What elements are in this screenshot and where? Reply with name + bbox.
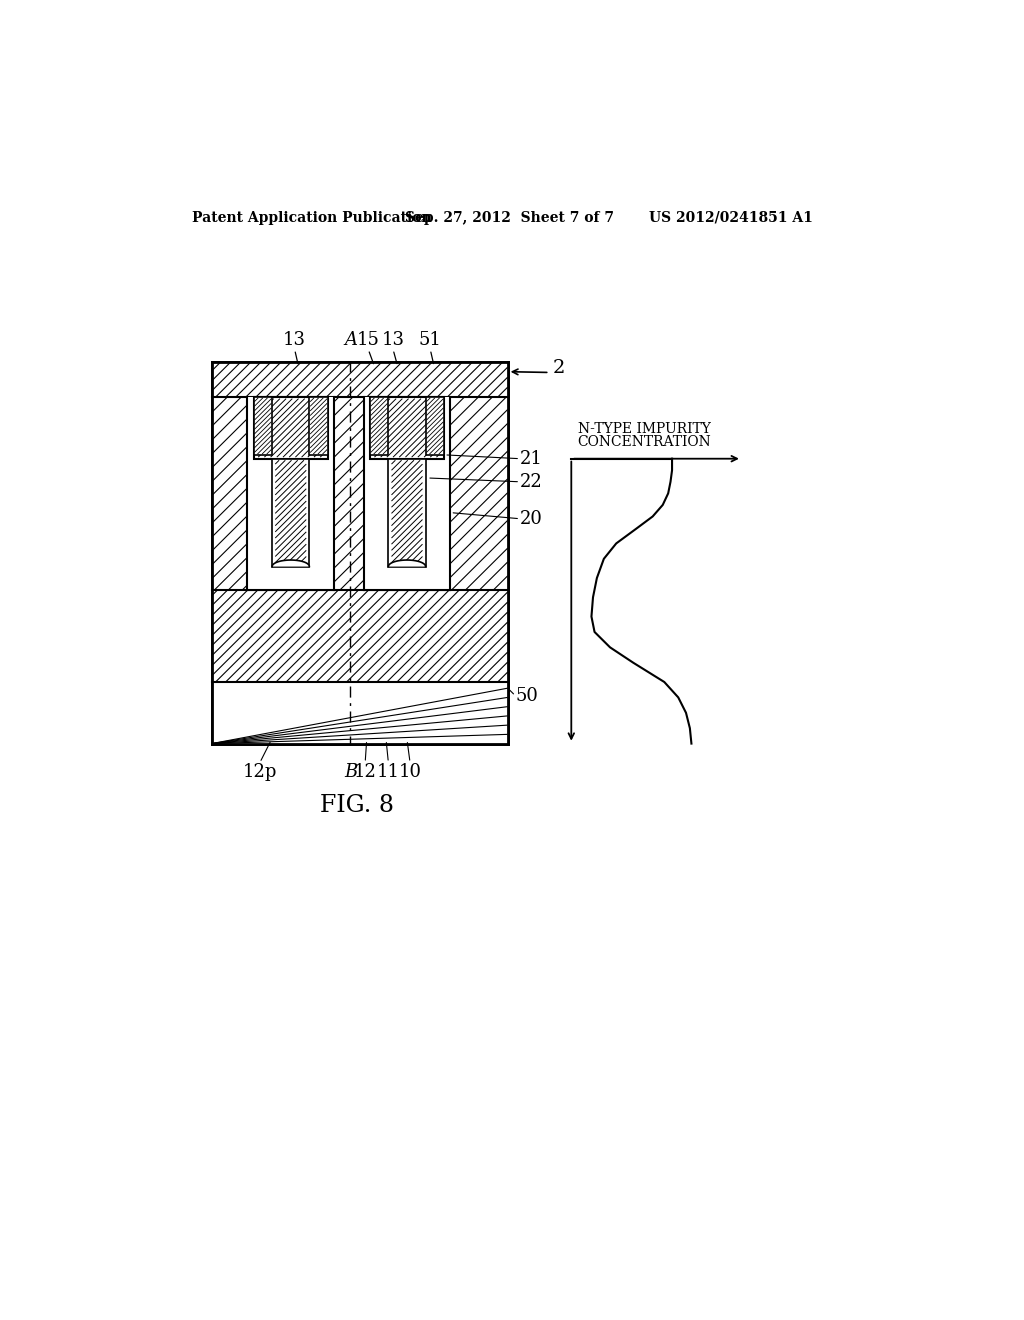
Bar bbox=[364, 397, 451, 590]
Text: US 2012/0241851 A1: US 2012/0241851 A1 bbox=[649, 211, 813, 224]
Bar bbox=[254, 397, 328, 459]
Bar bbox=[370, 397, 388, 455]
Text: 12: 12 bbox=[353, 763, 377, 781]
Bar bbox=[275, 461, 306, 562]
Bar bbox=[212, 682, 508, 743]
Bar bbox=[370, 397, 444, 459]
Text: CONCENTRATION: CONCENTRATION bbox=[578, 434, 712, 449]
Bar bbox=[212, 363, 508, 743]
Text: 11: 11 bbox=[377, 763, 400, 781]
Text: A: A bbox=[344, 331, 357, 350]
Polygon shape bbox=[388, 560, 426, 566]
Bar bbox=[212, 363, 508, 397]
Text: N-TYPE IMPURITY: N-TYPE IMPURITY bbox=[578, 422, 711, 437]
Bar bbox=[272, 459, 309, 566]
Text: 10: 10 bbox=[398, 763, 422, 781]
Text: 51: 51 bbox=[419, 331, 441, 350]
Bar bbox=[212, 397, 508, 590]
Text: 12p: 12p bbox=[243, 763, 276, 781]
Text: 50: 50 bbox=[515, 686, 539, 705]
Text: Patent Application Publication: Patent Application Publication bbox=[191, 211, 431, 224]
Bar bbox=[212, 590, 508, 682]
Text: 15: 15 bbox=[356, 331, 380, 350]
Bar bbox=[391, 461, 423, 562]
Text: Sep. 27, 2012  Sheet 7 of 7: Sep. 27, 2012 Sheet 7 of 7 bbox=[406, 211, 614, 224]
Bar bbox=[272, 459, 309, 566]
Bar bbox=[309, 397, 328, 455]
Text: FIG. 8: FIG. 8 bbox=[319, 793, 393, 817]
Text: 21: 21 bbox=[520, 450, 543, 467]
Bar bbox=[388, 459, 426, 566]
Bar bbox=[248, 397, 334, 590]
Text: 13: 13 bbox=[283, 331, 306, 350]
Text: 20: 20 bbox=[520, 510, 543, 528]
Polygon shape bbox=[272, 560, 309, 566]
Bar bbox=[388, 459, 426, 566]
Bar bbox=[426, 397, 444, 455]
Bar bbox=[254, 397, 272, 455]
Text: 22: 22 bbox=[520, 473, 543, 491]
Text: 2: 2 bbox=[553, 359, 565, 376]
Text: 13: 13 bbox=[382, 331, 404, 350]
Text: B: B bbox=[344, 763, 357, 781]
